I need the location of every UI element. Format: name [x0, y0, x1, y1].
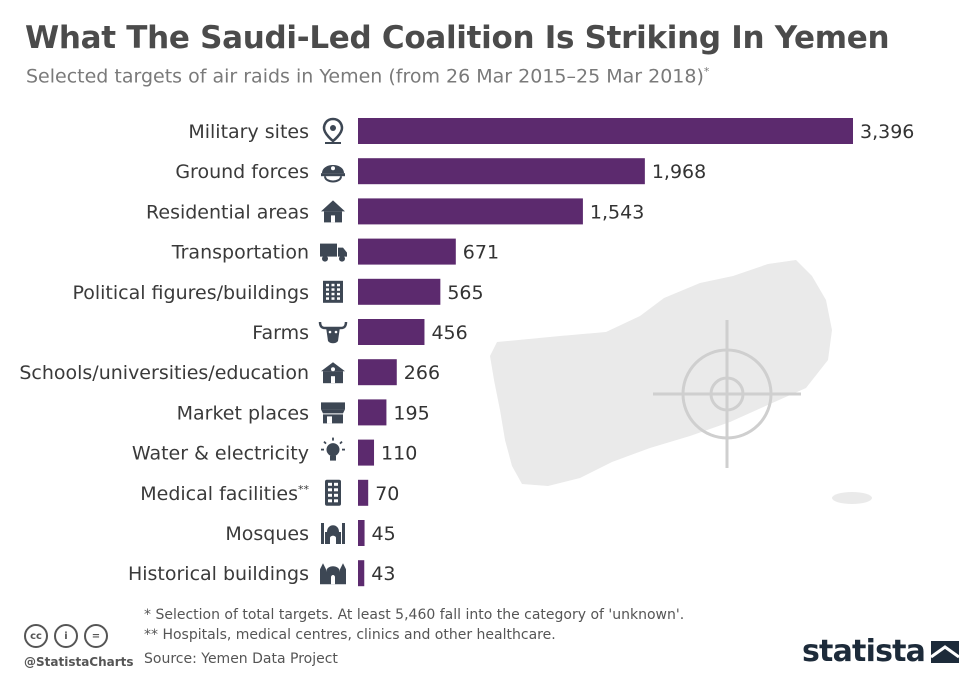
chart-row: Political figures/buildings 565: [72, 278, 484, 305]
school-icon: [321, 362, 345, 384]
category-label: Mosques: [225, 523, 309, 545]
category-label: Military sites: [188, 121, 309, 143]
yemen-map-shape: [490, 260, 832, 486]
category-label-text: Ground forces: [175, 161, 309, 183]
bar: [358, 439, 375, 466]
bar: [358, 278, 441, 305]
category-label-text: Transportation: [171, 242, 309, 264]
value-label: 110: [381, 443, 417, 465]
chart-row: Historical buildings 43: [128, 560, 395, 587]
chart-row: Mosques 45: [225, 520, 396, 546]
value-label: 456: [431, 322, 467, 344]
market-stall-icon: [321, 402, 345, 424]
category-label-text: Military sites: [188, 121, 309, 143]
helmet-icon: [321, 164, 345, 183]
category-label-text: Farms: [252, 322, 309, 344]
bar: [358, 319, 425, 345]
bar: [358, 198, 583, 225]
category-footnote-marker: **: [298, 483, 310, 496]
chart-title: What The Saudi-Led Coalition Is Striking…: [25, 20, 890, 56]
category-label: Transportation: [171, 242, 309, 264]
category-label-text: Political figures/buildings: [72, 282, 309, 304]
category-label-text: Mosques: [225, 523, 309, 545]
chart-row: Schools/universities/education 266: [19, 359, 440, 386]
value-label: 266: [404, 362, 440, 384]
chart-rows: Military sites 3,396 Ground forces 1,968 Res…: [19, 117, 914, 587]
category-label: Historical buildings: [128, 563, 309, 585]
footnote-unknown: * Selection of total targets. At least 5…: [144, 607, 685, 623]
bar: [358, 158, 645, 185]
bar-chart: Military sites 3,396 Ground forces 1,968 Res…: [19, 117, 914, 587]
historical-building-icon: [320, 563, 346, 585]
truck-icon: [320, 243, 347, 262]
crosshair-icon: [653, 320, 801, 468]
map-pin-icon: [322, 117, 344, 144]
statista-logo[interactable]: statista: [802, 634, 960, 669]
category-label-text: Water & electricity: [132, 443, 309, 465]
category-label-text: Residential areas: [146, 201, 309, 223]
value-label: 70: [375, 483, 399, 505]
category-label: Schools/universities/education: [19, 362, 309, 384]
license-icons: cc i =: [24, 624, 108, 648]
attribution-icon: i: [54, 624, 78, 648]
statista-flag-icon: [931, 640, 960, 663]
bar: [358, 118, 853, 144]
category-label-text: Historical buildings: [128, 563, 309, 585]
value-label: 45: [372, 523, 396, 545]
house-icon: [321, 200, 345, 223]
bar: [358, 399, 387, 426]
value-label: 565: [447, 282, 483, 304]
chart-row: Market places 195: [177, 399, 430, 426]
creative-commons-icon: cc: [24, 624, 48, 648]
category-label-text: Market places: [177, 402, 309, 424]
building-icon: [323, 280, 343, 303]
bar: [358, 359, 397, 386]
value-label: 43: [371, 563, 395, 585]
chart-row: Military sites 3,396: [188, 117, 914, 144]
yemen-map-background: [490, 260, 872, 504]
hospital-building-icon: [325, 479, 341, 506]
chart-row: Water & electricity 110: [132, 437, 417, 466]
value-label: 3,396: [860, 121, 914, 143]
lightbulb-icon: [321, 437, 345, 461]
statista-wordmark: statista: [802, 634, 926, 669]
chart-row: Medical facilities** 70: [140, 479, 399, 506]
subtitle-footnote-marker: *: [703, 65, 710, 78]
chart-row: Farms 456: [252, 319, 468, 345]
category-label: Political figures/buildings: [72, 282, 309, 304]
category-label: Residential areas: [146, 201, 309, 223]
footnote-medical: ** Hospitals, medical centres, clinics a…: [144, 627, 556, 643]
category-label: Ground forces: [175, 161, 309, 183]
bar: [358, 238, 456, 265]
source-note: Source: Yemen Data Project: [144, 651, 338, 667]
category-label: Water & electricity: [132, 443, 309, 465]
mosque-icon: [321, 523, 345, 544]
bar: [358, 479, 369, 506]
value-label: 1,968: [652, 161, 706, 183]
category-label-text: Medical facilities: [140, 483, 298, 505]
category-label: Farms: [252, 322, 309, 344]
bull-icon: [318, 321, 348, 344]
yemen-island-shape: [832, 492, 872, 504]
twitter-handle[interactable]: @StatistaCharts: [24, 655, 134, 669]
no-derivatives-icon: =: [84, 624, 108, 648]
bar: [358, 560, 365, 587]
category-label-text: Schools/universities/education: [19, 362, 309, 384]
category-label: Market places: [177, 402, 309, 424]
value-label: 195: [393, 402, 429, 424]
category-label: Medical facilities**: [140, 483, 309, 505]
value-label: 671: [463, 242, 499, 264]
chart-subtitle: Selected targets of air raids in Yemen (…: [26, 65, 709, 87]
chart-row: Ground forces 1,968: [175, 158, 706, 185]
bar: [358, 520, 365, 546]
value-label: 1,543: [590, 201, 644, 223]
chart-row: Residential areas 1,543: [146, 198, 644, 225]
chart-row: Transportation 671: [171, 238, 499, 265]
subtitle-text: Selected targets of air raids in Yemen (…: [26, 65, 704, 88]
